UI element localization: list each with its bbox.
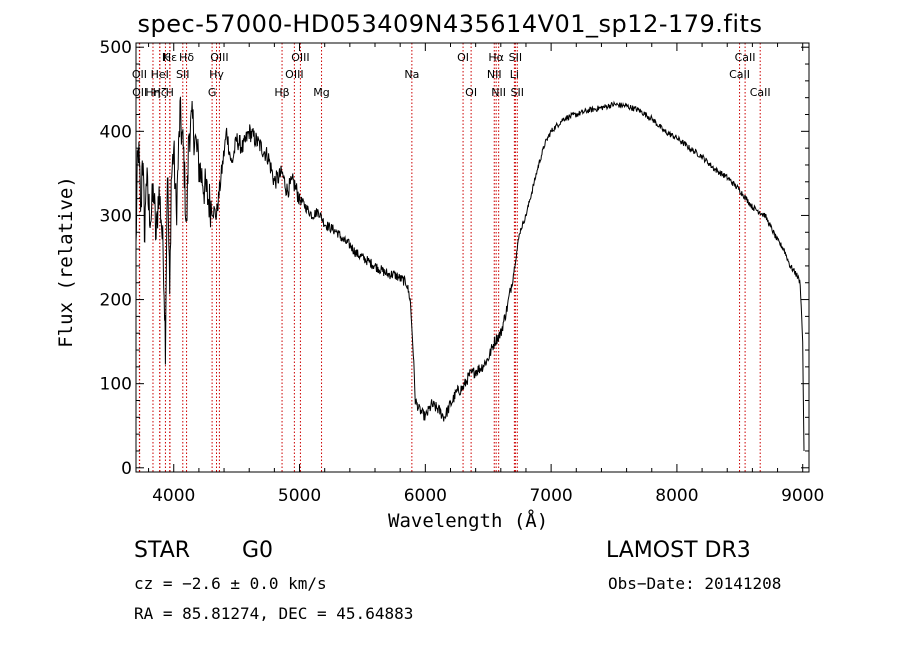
x-axis-ticks: 4000 5000 6000 7000 8000 9000 [148,43,824,506]
line-marker-label-14: OIII [285,68,303,81]
spectrum-line [135,96,805,452]
x-tick-label-1: 5000 [278,486,321,506]
y-tick-label-5: 500 [100,38,132,58]
line-marker-label-11: Hγ [209,68,224,81]
y-tick-label-2: 200 [100,291,132,311]
y-tick-label-1: 100 [100,375,132,395]
line-marker-label-3: Hη [145,86,160,99]
x-tick-label-0: 4000 [152,486,195,506]
line-marker-label-23: SII [509,51,522,64]
x-tick-label-4: 8000 [655,486,698,506]
y-axis-label: Flux (relative) [55,176,77,348]
line-marker-label-1: OII [132,68,147,81]
y-axis-ticks: 0 100 200 300 400 500 [100,38,809,479]
line-marker-label-9: Hδ [179,51,194,64]
observation-date: Obs−Date: 20141208 [608,574,782,593]
line-marker-label-26: CaII [735,51,756,64]
line-marker-label-12: G [208,86,217,99]
x-tick-label-3: 7000 [529,486,572,506]
line-marker-label-25: SII [511,86,524,99]
ra-dec-coordinates: RA = 85.81274, DEC = 45.64883 [134,604,414,623]
object-class: STAR [134,538,191,563]
line-marker-label-8: SII [176,68,189,81]
x-tick-label-2: 6000 [404,486,447,506]
line-marker-label-15: OIII [291,51,309,64]
y-tick-label-0: 0 [121,459,132,479]
x-axis-label: Wavelength (Å) [388,510,549,532]
y-tick-label-3: 300 [100,206,132,226]
line-marker-label-7: H [166,86,174,99]
line-marker-label-6: K [162,51,170,64]
line-marker-label-27: CaII [729,68,750,81]
line-marker-label-0: Hε [163,51,177,64]
line-marker-group [138,43,761,472]
plot-frame [135,42,810,473]
line-marker-label-16: Mg [313,86,329,99]
line-marker-label-18: OI [457,51,469,64]
y-tick-label-4: 400 [100,122,132,142]
line-marker-label-19: OI [465,86,477,99]
chart-title: spec-57000-HD053409N435614V01_sp12-179.f… [137,10,763,38]
line-marker-label-13: Hβ [274,86,289,99]
line-marker-label-20: Hα [488,51,504,64]
redshift-cz: cz = −2.6 ± 0.0 km/s [134,574,327,593]
line-marker-label-5: Hζ [153,86,167,99]
line-marker-label-4: HeI [151,68,169,81]
line-marker-label-10: OIII [210,51,228,64]
line-marker-label-22: NII [491,86,506,99]
line-marker-label-28: CaII [750,86,771,99]
line-marker-label-24: Li [510,68,519,81]
survey-name: LAMOST DR3 [606,538,751,563]
line-marker-label-21: NII [487,68,502,81]
object-subclass: G0 [242,538,274,563]
line-marker-label-17: Na [404,68,419,81]
x-tick-label-5: 9000 [781,486,824,506]
